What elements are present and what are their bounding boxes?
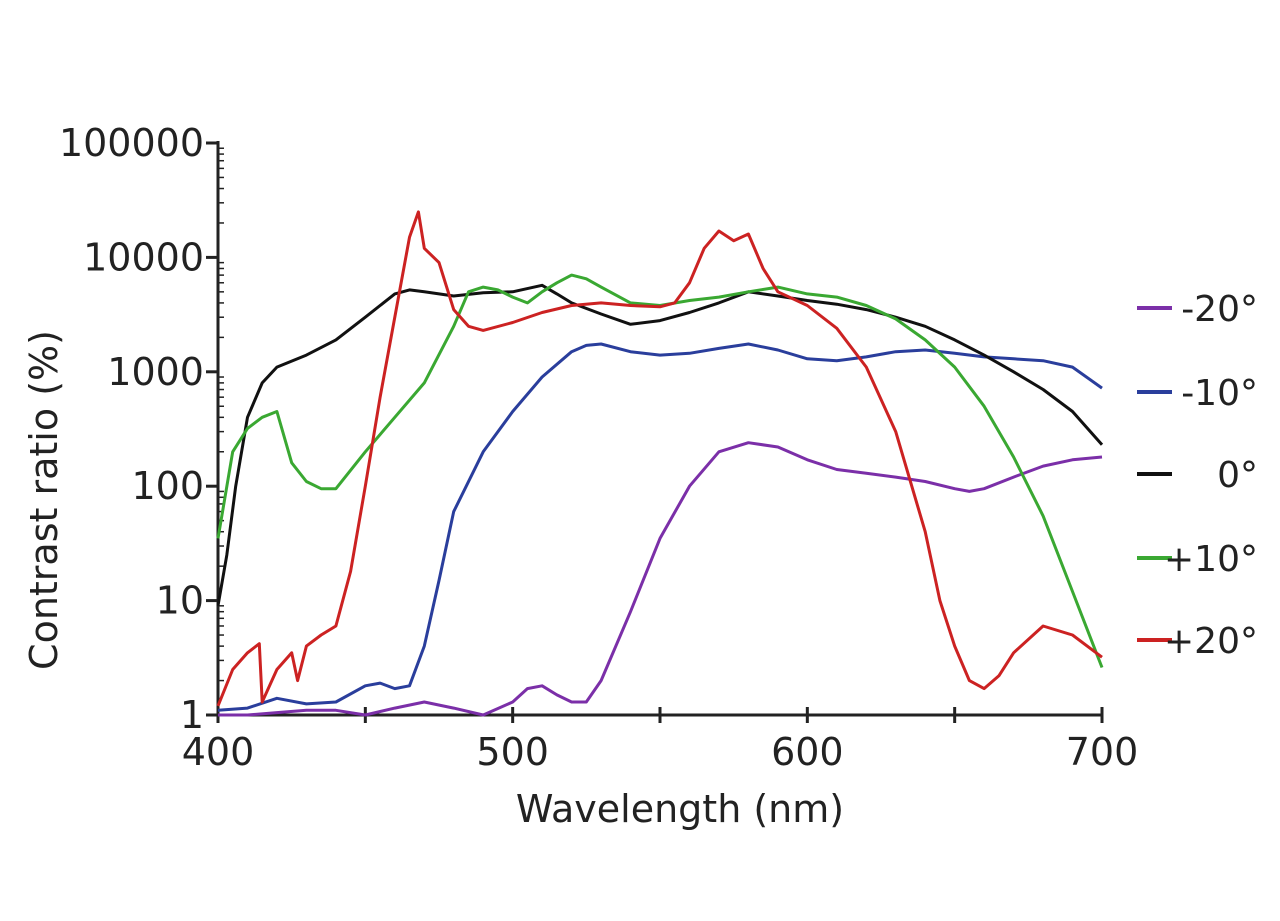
- series-line-2: [216, 283, 1104, 607]
- x-axis-title: Wavelength (nm): [516, 787, 844, 831]
- y-tick-label: 100000: [59, 121, 204, 165]
- series-line-1: [217, 342, 1103, 712]
- y-tick-label: 100: [131, 464, 204, 508]
- y-tick-label: 10000: [83, 235, 204, 279]
- axes: 1 10 100 1000 10000 100000 400 500 600 700: [59, 121, 1138, 774]
- legend-label: -20°: [1181, 289, 1258, 330]
- legend-label: +20°: [1164, 621, 1258, 662]
- y-tick-label: 10: [156, 579, 204, 623]
- plot-lines: [216, 210, 1104, 717]
- y-tick-label: 1000: [107, 350, 204, 394]
- series-line-3: [216, 273, 1104, 669]
- series-line-0: [218, 441, 1103, 717]
- x-tick-label: 500: [476, 730, 549, 774]
- x-tick-label: 700: [1066, 730, 1139, 774]
- y-tick-label: 1: [180, 693, 204, 737]
- legend-label: +10°: [1164, 539, 1258, 580]
- legend-label: 0°: [1217, 455, 1258, 496]
- x-tick-label: 600: [771, 730, 844, 774]
- legend-label: -10°: [1181, 373, 1258, 414]
- legend: -20° -10° 0° +10° +20°: [1137, 289, 1258, 662]
- series-line-4: [216, 210, 1103, 707]
- x-tick-label: 400: [182, 730, 255, 774]
- y-axis-title: Contrast ratio (%): [22, 330, 66, 670]
